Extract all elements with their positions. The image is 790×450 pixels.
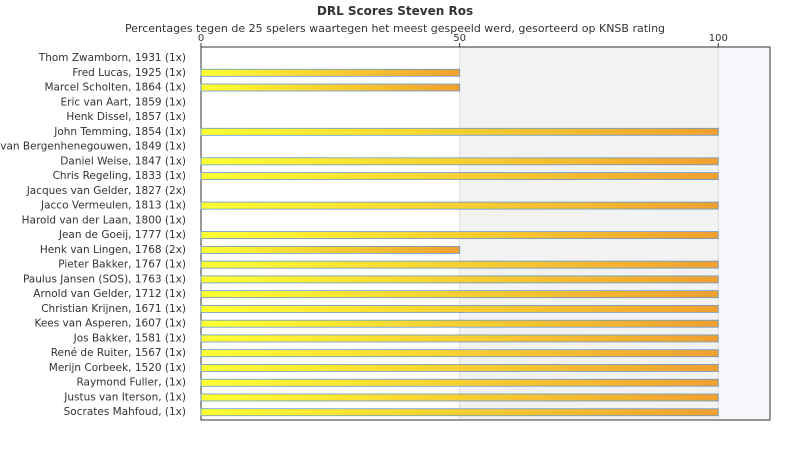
bars [200, 68, 719, 417]
category-label: René de Ruiter, 1567 (1x) [51, 347, 186, 359]
bar[interactable] [200, 305, 719, 313]
category-label: Raymond Fuller, (1x) [76, 377, 186, 389]
category-label: Henk van Lingen, 1768 (2x) [40, 244, 186, 256]
category-label: John Temming, 1854 (1x) [53, 126, 186, 138]
category-label: Eric van Aart, 1859 (1x) [61, 96, 187, 108]
chart-title: DRL Scores Steven Ros [316, 4, 474, 18]
category-label: Jacques van Gelder, 1827 (2x) [26, 185, 186, 197]
bar[interactable] [200, 364, 719, 372]
category-label: Kees van Asperen, 1607 (1x) [34, 318, 186, 330]
bar[interactable] [200, 334, 719, 343]
category-label: Harold van der Laan, 1800 (1x) [22, 214, 186, 226]
x-tick-label: 0 [198, 33, 204, 44]
bar[interactable] [200, 157, 719, 166]
category-label: Jos Bakker, 1581 (1x) [73, 332, 186, 344]
category-label: Paulus Jansen (SOS), 1763 (1x) [23, 273, 186, 285]
chart-subtitle: Percentages tegen de 25 spelers waartege… [124, 22, 666, 35]
category-labels: Thom Zwamborn, 1931 (1x) Fred Lucas, 1925… [0, 52, 186, 418]
bar[interactable] [200, 127, 719, 136]
bar[interactable] [200, 245, 461, 254]
x-tick-label: 100 [709, 33, 728, 44]
category-label: Chris Regeling, 1833 (1x) [53, 170, 186, 182]
category-label: Bart van Bergenhenegouwen, 1849 (1x) [0, 141, 186, 153]
category-label: Daniel Weise, 1847 (1x) [60, 155, 186, 167]
bar[interactable] [200, 201, 719, 210]
plot-band [718, 47, 770, 420]
bar[interactable] [200, 378, 719, 387]
bar[interactable] [200, 349, 719, 358]
bar[interactable] [200, 408, 719, 417]
bar[interactable] [200, 260, 719, 269]
category-label: Arnold van Gelder, 1712 (1x) [33, 288, 186, 300]
bar[interactable] [200, 275, 719, 284]
bar[interactable] [200, 231, 719, 240]
bar[interactable] [200, 68, 461, 77]
category-label: Pieter Bakker, 1767 (1x) [58, 259, 186, 271]
category-label: Marcel Scholten, 1864 (1x) [44, 82, 186, 94]
category-label: Jacco Vermeulen, 1813 (1x) [40, 200, 186, 212]
category-label: Socrates Mahfoud, (1x) [64, 406, 186, 418]
category-label: Merijn Corbeek, 1520 (1x) [49, 362, 186, 374]
category-label: Christian Krijnen, 1671 (1x) [41, 303, 186, 315]
category-label: Justus van Iterson, (1x) [63, 391, 186, 403]
bar[interactable] [200, 393, 719, 402]
category-label: Thom Zwamborn, 1931 (1x) [38, 52, 186, 64]
x-axis-ticks: 0 50 100 [198, 33, 728, 47]
bar[interactable] [200, 290, 719, 299]
category-label: Henk Dissel, 1857 (1x) [66, 111, 186, 123]
bar[interactable] [200, 83, 461, 92]
bar[interactable] [200, 319, 719, 328]
category-label: Fred Lucas, 1925 (1x) [72, 67, 186, 79]
bar[interactable] [200, 172, 719, 180]
category-label: Jean de Goeij, 1777 (1x) [58, 229, 186, 241]
x-tick-label: 50 [453, 33, 466, 44]
